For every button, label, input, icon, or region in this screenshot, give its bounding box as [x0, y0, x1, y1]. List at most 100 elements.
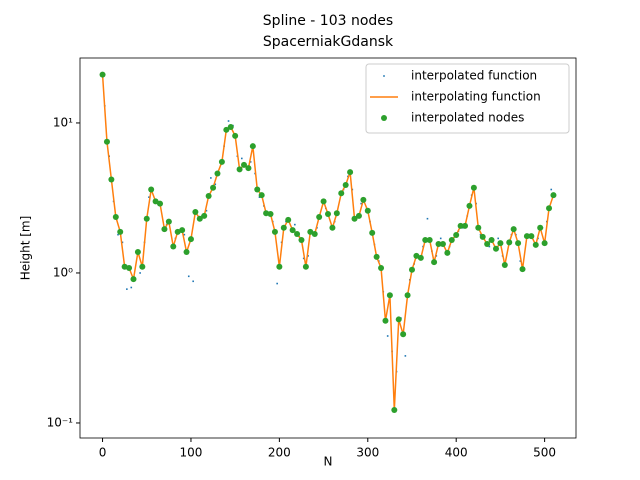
node-point	[157, 200, 164, 207]
function-point	[360, 202, 362, 205]
x-axis-label: N	[324, 455, 333, 469]
node-point	[470, 184, 477, 191]
chart-subtitle: SpacerniakGdansk	[263, 34, 394, 50]
node-point	[382, 317, 389, 324]
node-point	[232, 132, 239, 139]
function-point	[183, 233, 186, 236]
node-point	[280, 224, 287, 231]
node-point	[488, 236, 495, 243]
node-point	[338, 190, 345, 197]
function-point	[192, 280, 194, 283]
node-point	[506, 239, 513, 246]
function-point	[130, 286, 133, 289]
function-point	[214, 183, 217, 186]
function-point	[139, 272, 141, 274]
node-point	[435, 240, 442, 247]
node-point	[510, 226, 517, 233]
node-point	[241, 161, 248, 168]
node-point	[245, 165, 252, 172]
function-point	[479, 233, 482, 236]
node-point	[227, 123, 234, 130]
x-tick-label: 100	[180, 446, 203, 460]
node-point	[130, 276, 137, 283]
node-point	[466, 202, 473, 209]
node-point	[426, 236, 433, 243]
node-point	[351, 215, 358, 222]
function-point	[227, 120, 230, 122]
node-point	[541, 240, 548, 247]
node-point	[395, 316, 402, 323]
node-point	[378, 264, 385, 271]
function-point	[148, 196, 150, 198]
node-point	[161, 226, 168, 233]
node-point	[294, 230, 301, 237]
node-point	[108, 176, 115, 183]
node-point	[431, 259, 438, 266]
y-tick-label: 10⁻¹	[47, 415, 74, 429]
function-point	[497, 237, 499, 240]
node-point	[285, 216, 292, 223]
node-point	[347, 169, 354, 176]
function-point	[240, 157, 243, 160]
node-point	[192, 208, 199, 215]
node-point	[333, 210, 340, 217]
node-point	[479, 233, 486, 240]
node-point	[320, 198, 327, 205]
node-point	[462, 222, 469, 229]
x-tick-label: 200	[268, 446, 291, 460]
node-point	[103, 138, 110, 145]
node-point	[422, 236, 429, 243]
y-tick-label: 10⁰	[53, 265, 73, 279]
function-point	[187, 275, 190, 278]
y-tick-label: 10¹	[53, 115, 73, 129]
node-point	[148, 186, 155, 193]
node-point	[210, 184, 217, 191]
node-point	[271, 228, 278, 235]
node-point	[201, 212, 208, 219]
node-point	[408, 266, 415, 273]
node-point	[263, 210, 270, 217]
node-point	[497, 240, 504, 247]
node-point	[369, 229, 376, 236]
node-point	[214, 170, 221, 177]
node-point	[143, 215, 150, 222]
node-point	[289, 227, 296, 234]
node-point	[457, 222, 464, 229]
node-point	[360, 196, 367, 203]
node-point	[99, 71, 106, 78]
node-point	[152, 198, 159, 205]
node-point	[179, 227, 186, 234]
function-point	[307, 255, 309, 257]
function-point	[519, 260, 522, 262]
node-point	[267, 211, 274, 218]
node-point	[223, 126, 230, 133]
node-point	[523, 233, 530, 240]
node-point	[537, 224, 544, 231]
legend-swatch	[383, 75, 385, 77]
node-point	[205, 192, 212, 199]
function-point	[550, 188, 553, 191]
node-point	[311, 230, 318, 237]
legend-swatch	[381, 115, 387, 121]
function-point	[404, 355, 407, 357]
node-point	[373, 253, 380, 260]
function-point	[210, 177, 212, 179]
legend-label: interpolated nodes	[411, 111, 524, 125]
node-point	[170, 243, 177, 250]
node-point	[453, 232, 460, 239]
node-point	[126, 264, 133, 271]
function-point	[117, 233, 119, 236]
node-point	[254, 186, 261, 193]
node-point	[386, 292, 393, 299]
node-point	[501, 261, 508, 268]
x-tick-label: 0	[99, 446, 107, 460]
node-point	[325, 211, 331, 218]
function-point	[294, 223, 296, 226]
node-point	[439, 240, 446, 247]
node-point	[444, 249, 451, 256]
node-point	[258, 192, 265, 199]
node-point	[236, 166, 243, 173]
x-tick-label: 500	[533, 446, 556, 460]
node-point	[404, 292, 411, 299]
node-point	[364, 207, 371, 214]
